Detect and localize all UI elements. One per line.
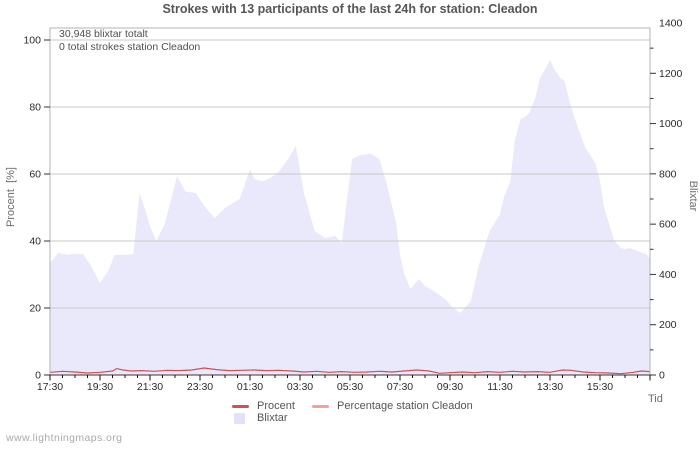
- legend-item-blixtar: Blixtar: [234, 412, 288, 424]
- y-left-axis-title: Procent [%]: [5, 167, 17, 227]
- y-right-tick-label: 1400: [659, 18, 683, 30]
- y-right-tick-label: 400: [659, 269, 677, 281]
- watermark-link[interactable]: www.lightningmaps.org: [6, 432, 123, 444]
- y-right-tick-label: 600: [659, 219, 677, 231]
- x-tick-label: 05:30: [337, 381, 363, 393]
- station-percentage-line-swatch: [312, 404, 329, 408]
- legend-item-procent: Procent: [232, 400, 295, 412]
- y-left-tick-label: 0: [35, 370, 41, 382]
- legend-label-procent: Procent: [257, 400, 295, 412]
- x-tick-label: 11:30: [487, 381, 513, 393]
- procent-line-swatch: [232, 404, 249, 408]
- y-left-tick-label: 60: [29, 169, 41, 181]
- y-right-tick-label: 1200: [659, 68, 683, 80]
- chart-title: Strokes with 13 participants of the last…: [162, 2, 538, 16]
- x-tick-label: 09:30: [437, 381, 463, 393]
- legend-item-station-percentage: Percentage station Cleadon: [312, 400, 473, 412]
- y-right-tick-label: 0: [659, 370, 665, 382]
- legend-label-station-percentage: Percentage station Cleadon: [337, 400, 473, 412]
- annotation-station-strokes: 0 total strokes station Cleadon: [59, 41, 201, 53]
- x-tick-label: 19:30: [87, 381, 113, 393]
- x-tick-label: 23:30: [187, 381, 213, 393]
- y-right-axis-title: Blixtar: [687, 181, 699, 212]
- blixtar-area-swatch: [234, 412, 245, 424]
- plot-frame: [49, 27, 651, 375]
- y-right-tick-label: 200: [659, 319, 677, 331]
- x-tick-label: 21:30: [137, 381, 163, 393]
- y-left-tick-label: 80: [29, 102, 41, 114]
- y-left-tick-label: 20: [29, 303, 41, 315]
- blixtar-area: [50, 60, 650, 375]
- y-left-tick-label: 100: [23, 35, 41, 47]
- x-tick-label: 01:30: [237, 381, 263, 393]
- x-axis-title: Tid: [648, 393, 663, 405]
- x-tick-label: 03:30: [287, 381, 313, 393]
- procent-line: [49, 367, 651, 375]
- gridline-layer: [50, 39, 650, 309]
- x-tick-label: 17:30: [37, 381, 63, 393]
- blixtar-area-layer: [50, 60, 650, 375]
- legend-label-blixtar: Blixtar: [257, 412, 288, 424]
- y-right-tick-label: 1000: [659, 118, 683, 130]
- y-right-tick-label: 800: [659, 168, 677, 180]
- x-tick-label: 13:30: [537, 381, 563, 393]
- x-tick-label: 07:30: [387, 381, 413, 393]
- annotation-total-strokes: 30,948 blixtar totalt: [59, 28, 148, 40]
- y-left-tick-label: 40: [29, 236, 41, 248]
- axes-layer: [44, 27, 656, 381]
- x-tick-label: 15:30: [587, 381, 613, 393]
- tick-label-layer: 020406080100020040060080010001200140017:…: [23, 18, 682, 394]
